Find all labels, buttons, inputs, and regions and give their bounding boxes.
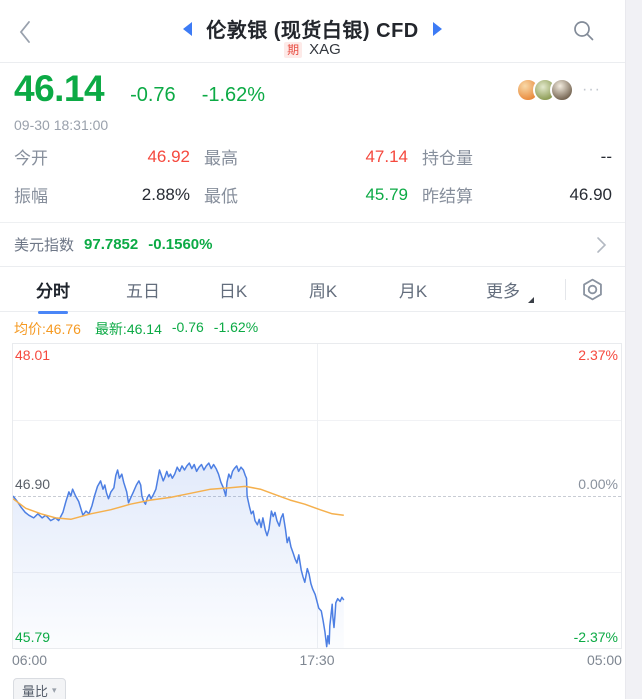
- usd-index-label: 美元指数: [14, 237, 75, 254]
- page-title: 伦敦银 (现货白银) CFD: [206, 20, 419, 42]
- caret-down-icon: ▾: [52, 684, 57, 695]
- tab-label: 五日: [126, 282, 160, 301]
- y-label-baseline-pct: 0.00%: [578, 476, 618, 492]
- tab-daily-k[interactable]: 日K: [188, 277, 278, 302]
- quote-timestamp: 09-30 18:31:00: [14, 117, 109, 133]
- stat-value: 45.79: [365, 184, 408, 204]
- symbol-row: 期 XAG: [0, 41, 625, 58]
- tab-divider: [565, 279, 566, 300]
- chart-legend: 均价:46.76 最新:46.14 -0.76 -1.62%: [14, 319, 258, 339]
- usd-index-change-pct: -0.1560%: [148, 236, 213, 253]
- usd-index-row[interactable]: 美元指数 97.7852 -0.1560%: [0, 222, 625, 267]
- stat-low: 最低 45.79: [204, 182, 408, 207]
- search-icon: [574, 21, 594, 41]
- stat-label: 今开: [14, 149, 48, 168]
- stat-value: 47.14: [365, 146, 408, 166]
- stat-open: 今开 46.92: [14, 144, 190, 169]
- stat-high: 最高 47.14: [204, 144, 408, 169]
- legend-latest-change: -0.76: [171, 319, 204, 335]
- stat-open-interest: 持仓量 --: [422, 144, 612, 169]
- stat-prev-settle: 昨结算 46.90: [422, 182, 612, 207]
- y-label-high-pct: 2.37%: [578, 347, 618, 363]
- y-label-baseline: 46.90: [15, 476, 51, 492]
- x-axis: 06:00 17:30 05:00: [12, 652, 622, 668]
- stat-label: 振幅: [14, 187, 48, 206]
- tab-5day[interactable]: 五日: [98, 277, 188, 302]
- tab-weekly-k[interactable]: 周K: [278, 277, 368, 302]
- prev-instrument-arrow-icon[interactable]: [183, 21, 193, 36]
- tab-label: 月K: [398, 282, 428, 301]
- stat-value: 2.88%: [141, 184, 190, 204]
- tab-monthly-k[interactable]: 月K: [368, 277, 458, 302]
- x-tick-end: 05:00: [586, 652, 622, 668]
- price-line: [13, 462, 345, 648]
- back-chevron-icon: [19, 21, 30, 43]
- tab-more[interactable]: 更多: [458, 277, 548, 303]
- tab-label: 日K: [218, 282, 248, 301]
- gear-icon: [583, 278, 602, 301]
- legend-latest-change-pct: -1.62%: [213, 319, 259, 335]
- average-line: [13, 485, 344, 521]
- stats-grid: 今开 46.92 最高 47.14 持仓量 -- 振幅 2.88% 最低 45.…: [14, 144, 612, 207]
- active-tab-underline: [38, 311, 68, 314]
- volume-ratio-label: 量比: [22, 683, 49, 699]
- stat-label: 昨结算: [422, 187, 473, 206]
- tab-label: 周K: [308, 282, 338, 301]
- chart-settings-button[interactable]: [579, 276, 606, 303]
- tab-label: 更多: [486, 282, 520, 301]
- back-button[interactable]: [12, 17, 38, 47]
- price-line-plot: [13, 462, 345, 648]
- legend-latest: 最新:46.14 -0.76 -1.62%: [95, 319, 258, 339]
- y-label-low-pct: -2.37%: [573, 629, 618, 645]
- x-tick-start: 06:00: [12, 652, 48, 668]
- intraday-chart[interactable]: 48.01 2.37% 46.90 0.00% 45.79 -2.37%: [12, 343, 622, 649]
- futures-badge: 期: [284, 41, 303, 58]
- tab-intraday[interactable]: 分时: [8, 277, 98, 314]
- tab-label: 分时: [36, 282, 70, 301]
- symbol-code: XAG: [309, 41, 341, 58]
- stat-value: --: [600, 146, 612, 166]
- chevron-right-icon: [595, 235, 607, 255]
- price-change-pct: -1.62%: [201, 84, 266, 106]
- dropdown-corner-icon: [528, 297, 534, 303]
- scrollbar-gutter[interactable]: [625, 0, 642, 699]
- price-area-fill: [13, 463, 344, 648]
- stat-label: 持仓量: [422, 149, 473, 168]
- gridline-vertical: [317, 344, 318, 648]
- watchers-avatars[interactable]: ···: [516, 78, 601, 102]
- stat-label: 最低: [204, 187, 238, 206]
- stat-label: 最高: [204, 149, 238, 168]
- search-button[interactable]: [571, 18, 597, 44]
- price-change: -0.76: [130, 84, 176, 106]
- stat-value: 46.92: [147, 146, 190, 166]
- last-price: 46.14: [14, 68, 105, 109]
- legend-average: 均价:46.76: [14, 321, 81, 337]
- avatar: [550, 78, 574, 102]
- period-tab-bar: 分时 五日 日K 周K 月K 更多: [0, 267, 625, 314]
- more-watchers-icon[interactable]: ···: [582, 81, 601, 98]
- legend-latest-price: 最新:46.14: [94, 321, 162, 337]
- y-label-high: 48.01: [15, 347, 51, 363]
- stat-amplitude: 振幅 2.88%: [14, 182, 190, 207]
- y-label-low: 45.79: [15, 629, 51, 645]
- volume-ratio-dropdown[interactable]: 量比 ▾: [13, 678, 66, 699]
- x-tick-middle: 17:30: [299, 652, 335, 668]
- quote-block: 46.14 -0.76 -1.62%: [14, 68, 265, 110]
- usd-index-value: 97.7852: [84, 236, 139, 253]
- next-instrument-arrow-icon[interactable]: [432, 21, 442, 36]
- header: 伦敦银 (现货白银) CFD 期 XAG: [0, 0, 625, 63]
- title-row: 伦敦银 (现货白银) CFD: [0, 14, 625, 43]
- stat-value: 46.90: [569, 184, 612, 204]
